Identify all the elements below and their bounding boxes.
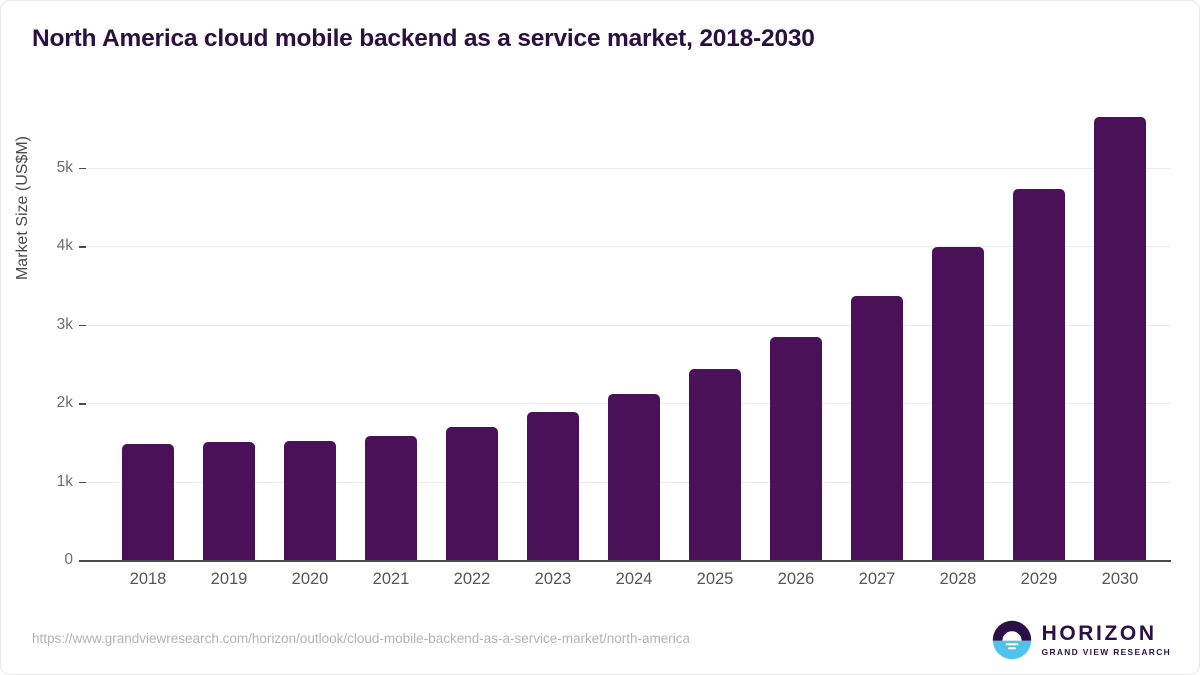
x-axis-tick-label-2020: 2020 bbox=[291, 570, 329, 588]
bar-2025[interactable] bbox=[689, 368, 741, 560]
bar-2024[interactable] bbox=[608, 393, 660, 560]
x-axis-tick-label-2023: 2023 bbox=[534, 570, 572, 588]
bar-2027[interactable] bbox=[851, 295, 903, 560]
x-axis-tick-label-2024: 2024 bbox=[615, 570, 653, 588]
y-axis-tick-label: 4k bbox=[56, 237, 73, 255]
y-axis-title: Market Size (US$M) bbox=[14, 135, 31, 281]
gridline bbox=[86, 324, 1171, 326]
y-axis-tickmark bbox=[79, 481, 86, 484]
x-axis-tick-label-2029: 2029 bbox=[1020, 570, 1058, 588]
logo-tagline: GRAND VIEW RESEARCH bbox=[1041, 647, 1171, 658]
y-axis-tickmark bbox=[79, 324, 86, 327]
horizon-logo: HORIZON GRAND VIEW RESEARCH bbox=[992, 619, 1171, 661]
y-axis-tick-label: 3k bbox=[56, 315, 73, 333]
x-axis-line bbox=[86, 560, 1171, 562]
bar-2021[interactable] bbox=[365, 436, 417, 560]
bar-2019[interactable] bbox=[203, 442, 255, 560]
x-axis-tick-label-2022: 2022 bbox=[453, 570, 491, 588]
y-axis-tickmark bbox=[79, 560, 86, 562]
y-axis-tick-label: 5k bbox=[56, 158, 73, 176]
x-axis-tick-label-2019: 2019 bbox=[210, 570, 248, 588]
x-axis-tick-label-2018: 2018 bbox=[129, 570, 167, 588]
y-axis-tick-label: 1k bbox=[56, 472, 73, 490]
bar-2020[interactable] bbox=[284, 440, 336, 560]
y-axis-tickmark bbox=[79, 403, 86, 405]
plot-area bbox=[86, 101, 1171, 562]
y-axis-tick-label: 2k bbox=[56, 394, 73, 412]
gridline bbox=[86, 246, 1171, 248]
bar-2029[interactable] bbox=[1013, 188, 1065, 560]
gridline bbox=[86, 167, 1171, 169]
bar-2030[interactable] bbox=[1094, 116, 1146, 560]
bar-2023[interactable] bbox=[527, 412, 579, 560]
x-axis-tick-label-2026: 2026 bbox=[777, 570, 815, 588]
horizon-sunset-circle-icon bbox=[992, 620, 1031, 660]
y-axis-tickmark bbox=[79, 246, 86, 248]
logo-name: HORIZON bbox=[1041, 622, 1157, 646]
page-title: North America cloud mobile backend as a … bbox=[32, 25, 815, 52]
x-axis-tick-label-2027: 2027 bbox=[858, 570, 896, 588]
source-url[interactable]: https://www.grandviewresearch.com/horizo… bbox=[32, 631, 691, 646]
x-axis-tick-label-2021: 2021 bbox=[372, 570, 410, 588]
bar-2018[interactable] bbox=[122, 443, 174, 560]
bar-2028[interactable] bbox=[932, 246, 984, 560]
y-axis-tickmark bbox=[79, 167, 86, 170]
bar-2026[interactable] bbox=[770, 337, 822, 560]
x-axis-tick-label-2030: 2030 bbox=[1101, 570, 1139, 588]
bar-2022[interactable] bbox=[446, 426, 498, 560]
logo-wordmark: HORIZON GRAND VIEW RESEARCH bbox=[1042, 623, 1171, 656]
x-axis-tick-label-2025: 2025 bbox=[696, 570, 734, 588]
x-axis-tick-label-2028: 2028 bbox=[939, 570, 977, 588]
y-axis-tick-label: 0 bbox=[64, 551, 73, 568]
